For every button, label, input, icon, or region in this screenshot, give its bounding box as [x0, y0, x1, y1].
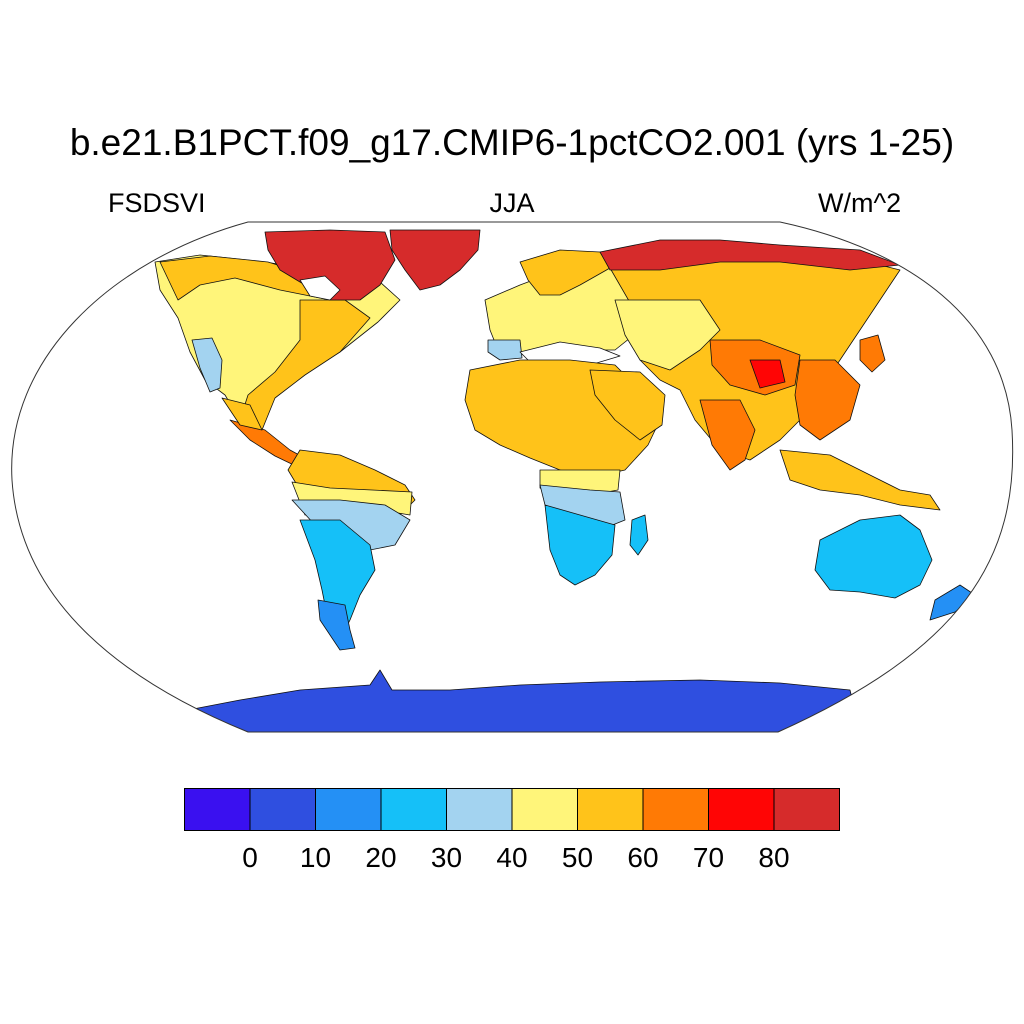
arabia [589, 369, 666, 441]
colorbar-tick-label: 0 [242, 842, 258, 873]
colorbar-swatch [708, 788, 775, 831]
units-label: W/m^2 [818, 188, 902, 218]
africa-south [544, 504, 616, 586]
colorbar-tick-label: 40 [496, 842, 528, 873]
west-coast-blue [191, 337, 223, 393]
patagonia [317, 599, 356, 651]
colorbar-swatch [642, 788, 709, 831]
colorbar-swatch [577, 788, 644, 831]
northern-siberia [599, 239, 901, 271]
japan [859, 334, 886, 373]
tibet-core [749, 359, 786, 389]
colorbar-tick-label: 80 [758, 842, 790, 873]
colorbar-swatch [184, 788, 251, 831]
arctic-canada [264, 229, 396, 301]
australia [814, 514, 933, 599]
colorbar-tick-label: 60 [627, 842, 659, 873]
madagascar [629, 514, 649, 556]
map-title: b.e21.B1PCT.f09_g17.CMIP6-1pctCO2.001 (y… [69, 122, 955, 163]
variable-label: FSDSVI [108, 188, 206, 218]
colorbar-tick-label: 30 [430, 842, 463, 873]
greenland [389, 229, 481, 291]
colorbar [184, 788, 840, 831]
north-america-orange-north [159, 255, 331, 301]
antarctica [187, 669, 861, 732]
central-america-yellow [221, 397, 263, 431]
colorbar-swatch [511, 788, 578, 831]
southeast-asia [779, 449, 941, 511]
hudson-bay [299, 275, 341, 301]
south-america-south [299, 519, 376, 641]
asia-yellow-west [614, 299, 721, 371]
colorbar-swatch [249, 788, 316, 831]
season-label: JJA [489, 188, 535, 218]
colorbar-tick-label: 70 [692, 842, 725, 873]
india [699, 399, 756, 471]
new-zealand [929, 584, 976, 621]
north-america-east [239, 299, 371, 431]
colorbar-swatch [315, 788, 382, 831]
scandinavia [519, 249, 611, 296]
colorbar-tick-label: 50 [561, 842, 594, 873]
colorbar-tick-label: 10 [299, 842, 332, 873]
colorbar-swatch [773, 788, 840, 831]
colorbar-swatch [446, 788, 513, 831]
colorbar-tick-label: 20 [365, 842, 397, 873]
east-asia [794, 359, 861, 441]
globe-outline [11, 221, 1014, 733]
colorbar-swatch [380, 788, 447, 831]
iberia-blue [487, 339, 523, 361]
